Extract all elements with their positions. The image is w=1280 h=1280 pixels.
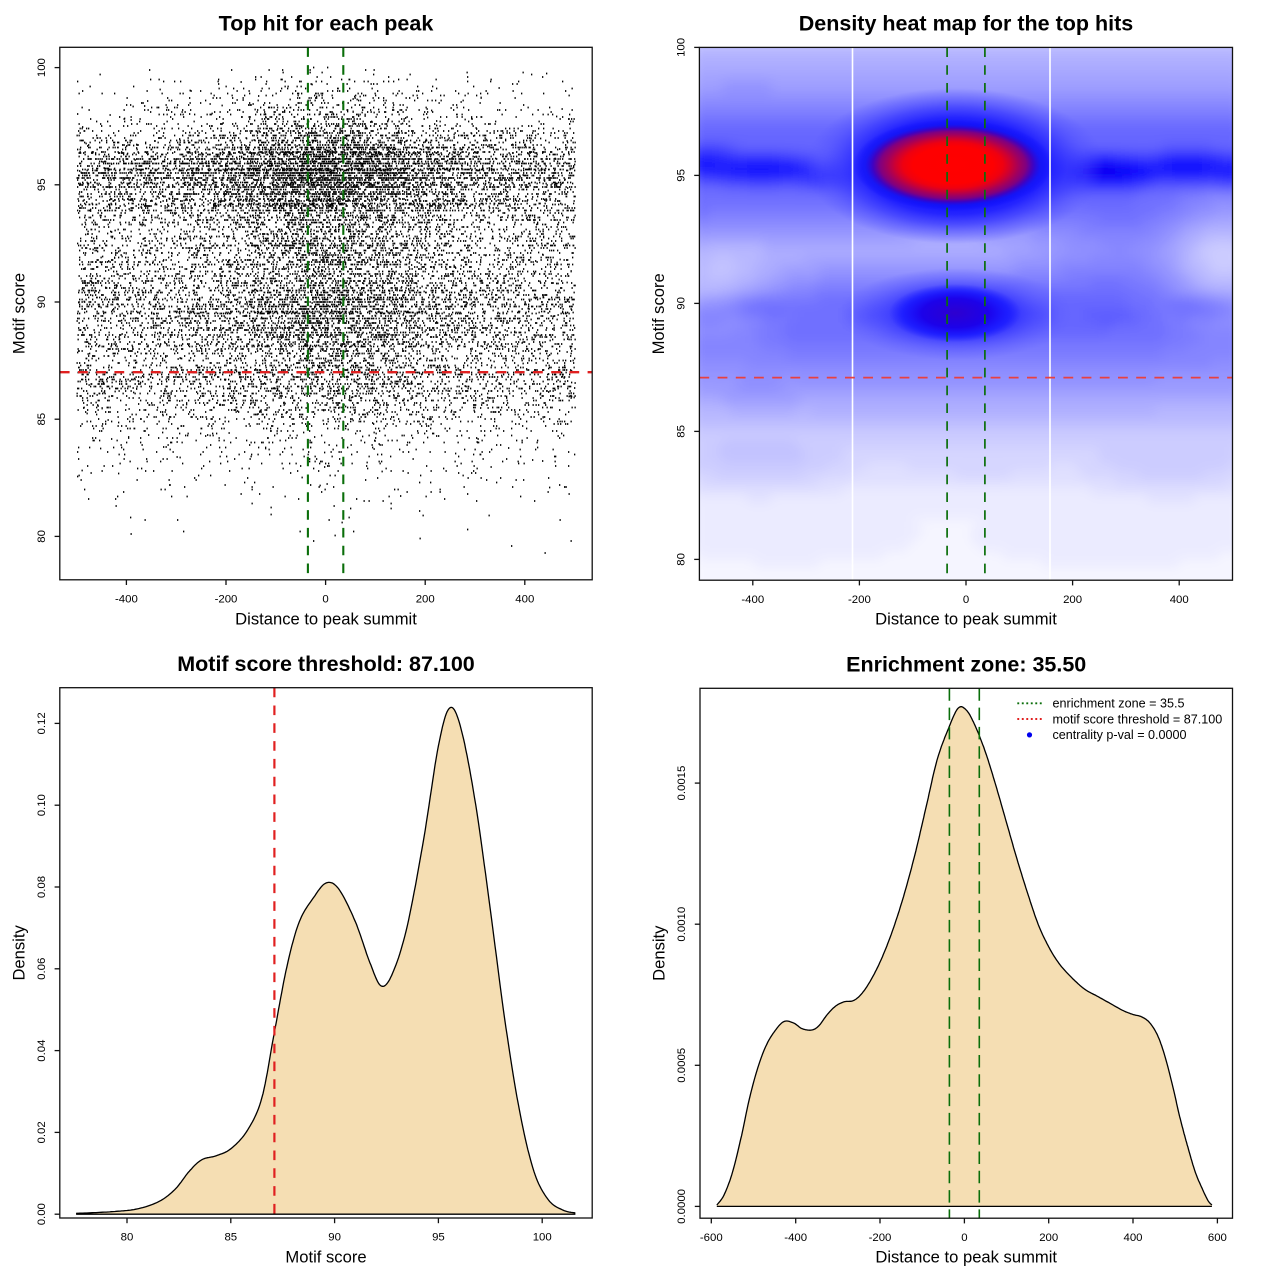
svg-text:400: 400 xyxy=(1123,1232,1142,1244)
svg-text:0.00: 0.00 xyxy=(36,1203,48,1225)
svg-text:-200: -200 xyxy=(215,593,238,605)
svg-text:200: 200 xyxy=(1063,594,1082,606)
svg-text:Top hit for each peak: Top hit for each peak xyxy=(219,12,434,36)
svg-text:Density: Density xyxy=(9,925,28,981)
svg-text:enrichment zone = 35.5: enrichment zone = 35.5 xyxy=(1053,697,1185,711)
svg-text:90: 90 xyxy=(36,296,48,309)
svg-text:85: 85 xyxy=(675,425,687,438)
svg-text:90: 90 xyxy=(675,297,687,310)
svg-text:Distance to peak summit: Distance to peak summit xyxy=(875,1248,1057,1267)
svg-text:100: 100 xyxy=(533,1232,552,1244)
svg-text:0.04: 0.04 xyxy=(36,1040,48,1062)
svg-text:Density heat map for the top h: Density heat map for the top hits xyxy=(799,12,1134,36)
svg-text:100: 100 xyxy=(36,58,48,77)
svg-text:Motif score: Motif score xyxy=(9,273,28,354)
svg-text:400: 400 xyxy=(1170,594,1189,606)
svg-text:-400: -400 xyxy=(115,593,138,605)
svg-text:motif score threshold = 87.100: motif score threshold = 87.100 xyxy=(1053,712,1223,726)
svg-text:80: 80 xyxy=(121,1232,134,1244)
svg-text:0.06: 0.06 xyxy=(36,958,48,980)
svg-text:200: 200 xyxy=(1039,1232,1058,1244)
svg-text:Density: Density xyxy=(650,925,669,981)
svg-text:85: 85 xyxy=(36,413,48,426)
svg-text:85: 85 xyxy=(224,1232,237,1244)
svg-text:600: 600 xyxy=(1208,1232,1227,1244)
svg-text:0.12: 0.12 xyxy=(36,712,48,734)
svg-text:80: 80 xyxy=(675,553,687,566)
svg-text:95: 95 xyxy=(432,1232,445,1244)
svg-text:0.02: 0.02 xyxy=(36,1121,48,1143)
svg-text:-200: -200 xyxy=(869,1232,892,1244)
svg-text:Distance to peak summit: Distance to peak summit xyxy=(235,609,417,628)
svg-text:Motif score threshold: 87.100: Motif score threshold: 87.100 xyxy=(177,652,475,676)
svg-text:Distance to peak summit: Distance to peak summit xyxy=(875,610,1057,629)
svg-text:400: 400 xyxy=(515,593,534,605)
svg-text:Motif score: Motif score xyxy=(285,1248,366,1267)
svg-text:0: 0 xyxy=(322,593,328,605)
svg-text:0.08: 0.08 xyxy=(36,876,48,898)
svg-text:0.0005: 0.0005 xyxy=(676,1048,688,1083)
svg-text:Motif score: Motif score xyxy=(649,273,668,354)
svg-text:100: 100 xyxy=(675,38,687,57)
svg-text:-600: -600 xyxy=(700,1232,723,1244)
svg-text:95: 95 xyxy=(36,178,48,191)
svg-text:Enrichment zone: 35.50: Enrichment zone: 35.50 xyxy=(846,653,1086,677)
svg-text:0.0015: 0.0015 xyxy=(676,766,688,801)
svg-text:200: 200 xyxy=(416,593,435,605)
svg-text:90: 90 xyxy=(328,1232,341,1244)
svg-text:0.10: 0.10 xyxy=(36,794,48,816)
svg-text:-200: -200 xyxy=(848,594,871,606)
svg-text:95: 95 xyxy=(675,169,687,182)
svg-text:0: 0 xyxy=(961,1232,967,1244)
svg-text:-400: -400 xyxy=(784,1232,807,1244)
svg-text:0.0000: 0.0000 xyxy=(676,1189,688,1224)
svg-text:centrality p-val = 0.0000: centrality p-val = 0.0000 xyxy=(1053,728,1187,742)
svg-text:80: 80 xyxy=(36,530,48,543)
svg-text:0.0010: 0.0010 xyxy=(676,907,688,942)
svg-text:-400: -400 xyxy=(741,594,764,606)
svg-text:0: 0 xyxy=(963,594,969,606)
